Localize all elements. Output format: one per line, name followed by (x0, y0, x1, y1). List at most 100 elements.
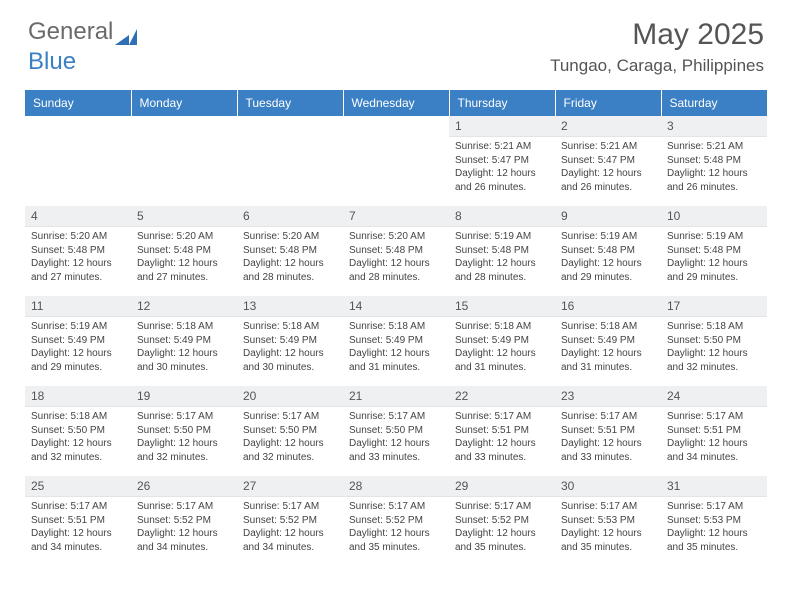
calendar-row: 11Sunrise: 5:19 AMSunset: 5:49 PMDayligh… (25, 296, 767, 386)
calendar-cell: 4Sunrise: 5:20 AMSunset: 5:48 PMDaylight… (25, 206, 131, 296)
day-number: 12 (131, 296, 237, 317)
day-number: 7 (343, 206, 449, 227)
day-number: 23 (555, 386, 661, 407)
weekday-header: Saturday (661, 90, 767, 116)
day-details: Sunrise: 5:17 AMSunset: 5:52 PMDaylight:… (131, 497, 237, 558)
day-details: Sunrise: 5:18 AMSunset: 5:50 PMDaylight:… (661, 317, 767, 378)
day-number: 22 (449, 386, 555, 407)
weekday-header: Sunday (25, 90, 131, 116)
weekday-header: Thursday (449, 90, 555, 116)
calendar-table: SundayMondayTuesdayWednesdayThursdayFrid… (25, 90, 767, 566)
day-details: Sunrise: 5:17 AMSunset: 5:52 PMDaylight:… (343, 497, 449, 558)
calendar-cell: 1Sunrise: 5:21 AMSunset: 5:47 PMDaylight… (449, 116, 555, 206)
calendar-cell: 18Sunrise: 5:18 AMSunset: 5:50 PMDayligh… (25, 386, 131, 476)
day-number: 29 (449, 476, 555, 497)
calendar-cell: 25Sunrise: 5:17 AMSunset: 5:51 PMDayligh… (25, 476, 131, 566)
day-number: 9 (555, 206, 661, 227)
calendar-cell: 8Sunrise: 5:19 AMSunset: 5:48 PMDaylight… (449, 206, 555, 296)
calendar-cell: 13Sunrise: 5:18 AMSunset: 5:49 PMDayligh… (237, 296, 343, 386)
day-number: 17 (661, 296, 767, 317)
day-details: Sunrise: 5:21 AMSunset: 5:47 PMDaylight:… (555, 137, 661, 198)
calendar-body: ........1Sunrise: 5:21 AMSunset: 5:47 PM… (25, 116, 767, 566)
calendar-cell: 21Sunrise: 5:17 AMSunset: 5:50 PMDayligh… (343, 386, 449, 476)
calendar-cell: 27Sunrise: 5:17 AMSunset: 5:52 PMDayligh… (237, 476, 343, 566)
calendar-cell: 3Sunrise: 5:21 AMSunset: 5:48 PMDaylight… (661, 116, 767, 206)
day-details: Sunrise: 5:20 AMSunset: 5:48 PMDaylight:… (343, 227, 449, 288)
day-details: Sunrise: 5:17 AMSunset: 5:50 PMDaylight:… (131, 407, 237, 468)
day-details: Sunrise: 5:21 AMSunset: 5:48 PMDaylight:… (661, 137, 767, 198)
day-details: Sunrise: 5:17 AMSunset: 5:50 PMDaylight:… (237, 407, 343, 468)
header: General May 2025 Tungao, Caraga, Philipp… (0, 0, 792, 82)
day-number: 16 (555, 296, 661, 317)
calendar-cell: .. (25, 116, 131, 206)
day-details: Sunrise: 5:18 AMSunset: 5:50 PMDaylight:… (25, 407, 131, 468)
day-details: Sunrise: 5:19 AMSunset: 5:48 PMDaylight:… (449, 227, 555, 288)
logo-text-general: General (28, 18, 113, 46)
calendar-row: 25Sunrise: 5:17 AMSunset: 5:51 PMDayligh… (25, 476, 767, 566)
day-number: 4 (25, 206, 131, 227)
location: Tungao, Caraga, Philippines (550, 56, 764, 76)
calendar-cell: 10Sunrise: 5:19 AMSunset: 5:48 PMDayligh… (661, 206, 767, 296)
calendar-cell: 17Sunrise: 5:18 AMSunset: 5:50 PMDayligh… (661, 296, 767, 386)
calendar-cell: 24Sunrise: 5:17 AMSunset: 5:51 PMDayligh… (661, 386, 767, 476)
calendar-cell: 11Sunrise: 5:19 AMSunset: 5:49 PMDayligh… (25, 296, 131, 386)
calendar-cell: 15Sunrise: 5:18 AMSunset: 5:49 PMDayligh… (449, 296, 555, 386)
calendar-cell: .. (131, 116, 237, 206)
day-number: 27 (237, 476, 343, 497)
weekday-header: Monday (131, 90, 237, 116)
day-details: Sunrise: 5:17 AMSunset: 5:51 PMDaylight:… (449, 407, 555, 468)
logo-icon (115, 24, 137, 40)
day-number: 19 (131, 386, 237, 407)
calendar-cell: 31Sunrise: 5:17 AMSunset: 5:53 PMDayligh… (661, 476, 767, 566)
day-number: 30 (555, 476, 661, 497)
calendar-row: 4Sunrise: 5:20 AMSunset: 5:48 PMDaylight… (25, 206, 767, 296)
day-number: 25 (25, 476, 131, 497)
day-details: Sunrise: 5:18 AMSunset: 5:49 PMDaylight:… (131, 317, 237, 378)
calendar-cell: 19Sunrise: 5:17 AMSunset: 5:50 PMDayligh… (131, 386, 237, 476)
calendar-cell: 28Sunrise: 5:17 AMSunset: 5:52 PMDayligh… (343, 476, 449, 566)
day-number: 5 (131, 206, 237, 227)
calendar-cell: 5Sunrise: 5:20 AMSunset: 5:48 PMDaylight… (131, 206, 237, 296)
day-details: Sunrise: 5:19 AMSunset: 5:49 PMDaylight:… (25, 317, 131, 378)
day-details: Sunrise: 5:18 AMSunset: 5:49 PMDaylight:… (343, 317, 449, 378)
calendar-cell: 22Sunrise: 5:17 AMSunset: 5:51 PMDayligh… (449, 386, 555, 476)
title-block: May 2025 Tungao, Caraga, Philippines (550, 18, 764, 76)
day-details: Sunrise: 5:19 AMSunset: 5:48 PMDaylight:… (555, 227, 661, 288)
day-number: 2 (555, 116, 661, 137)
day-number: 14 (343, 296, 449, 317)
month-title: May 2025 (550, 18, 764, 52)
calendar-cell: 6Sunrise: 5:20 AMSunset: 5:48 PMDaylight… (237, 206, 343, 296)
day-number: 18 (25, 386, 131, 407)
day-number: 21 (343, 386, 449, 407)
day-number: 10 (661, 206, 767, 227)
day-details: Sunrise: 5:17 AMSunset: 5:50 PMDaylight:… (343, 407, 449, 468)
day-number: 24 (661, 386, 767, 407)
day-details: Sunrise: 5:20 AMSunset: 5:48 PMDaylight:… (131, 227, 237, 288)
calendar-cell: .. (237, 116, 343, 206)
calendar-cell: 20Sunrise: 5:17 AMSunset: 5:50 PMDayligh… (237, 386, 343, 476)
day-details: Sunrise: 5:17 AMSunset: 5:51 PMDaylight:… (555, 407, 661, 468)
calendar-cell: 16Sunrise: 5:18 AMSunset: 5:49 PMDayligh… (555, 296, 661, 386)
calendar-cell: .. (343, 116, 449, 206)
calendar-cell: 9Sunrise: 5:19 AMSunset: 5:48 PMDaylight… (555, 206, 661, 296)
calendar-cell: 30Sunrise: 5:17 AMSunset: 5:53 PMDayligh… (555, 476, 661, 566)
calendar-cell: 23Sunrise: 5:17 AMSunset: 5:51 PMDayligh… (555, 386, 661, 476)
calendar-cell: 29Sunrise: 5:17 AMSunset: 5:52 PMDayligh… (449, 476, 555, 566)
day-number: 26 (131, 476, 237, 497)
logo: General (28, 18, 139, 46)
day-details: Sunrise: 5:17 AMSunset: 5:53 PMDaylight:… (661, 497, 767, 558)
day-number: 28 (343, 476, 449, 497)
weekday-header: Tuesday (237, 90, 343, 116)
day-details: Sunrise: 5:19 AMSunset: 5:48 PMDaylight:… (661, 227, 767, 288)
day-number: 3 (661, 116, 767, 137)
weekday-header: Friday (555, 90, 661, 116)
day-details: Sunrise: 5:20 AMSunset: 5:48 PMDaylight:… (25, 227, 131, 288)
calendar-cell: 12Sunrise: 5:18 AMSunset: 5:49 PMDayligh… (131, 296, 237, 386)
day-details: Sunrise: 5:18 AMSunset: 5:49 PMDaylight:… (237, 317, 343, 378)
day-number: 31 (661, 476, 767, 497)
calendar-cell: 26Sunrise: 5:17 AMSunset: 5:52 PMDayligh… (131, 476, 237, 566)
calendar-cell: 2Sunrise: 5:21 AMSunset: 5:47 PMDaylight… (555, 116, 661, 206)
day-number: 20 (237, 386, 343, 407)
calendar-cell: 14Sunrise: 5:18 AMSunset: 5:49 PMDayligh… (343, 296, 449, 386)
calendar-cell: 7Sunrise: 5:20 AMSunset: 5:48 PMDaylight… (343, 206, 449, 296)
